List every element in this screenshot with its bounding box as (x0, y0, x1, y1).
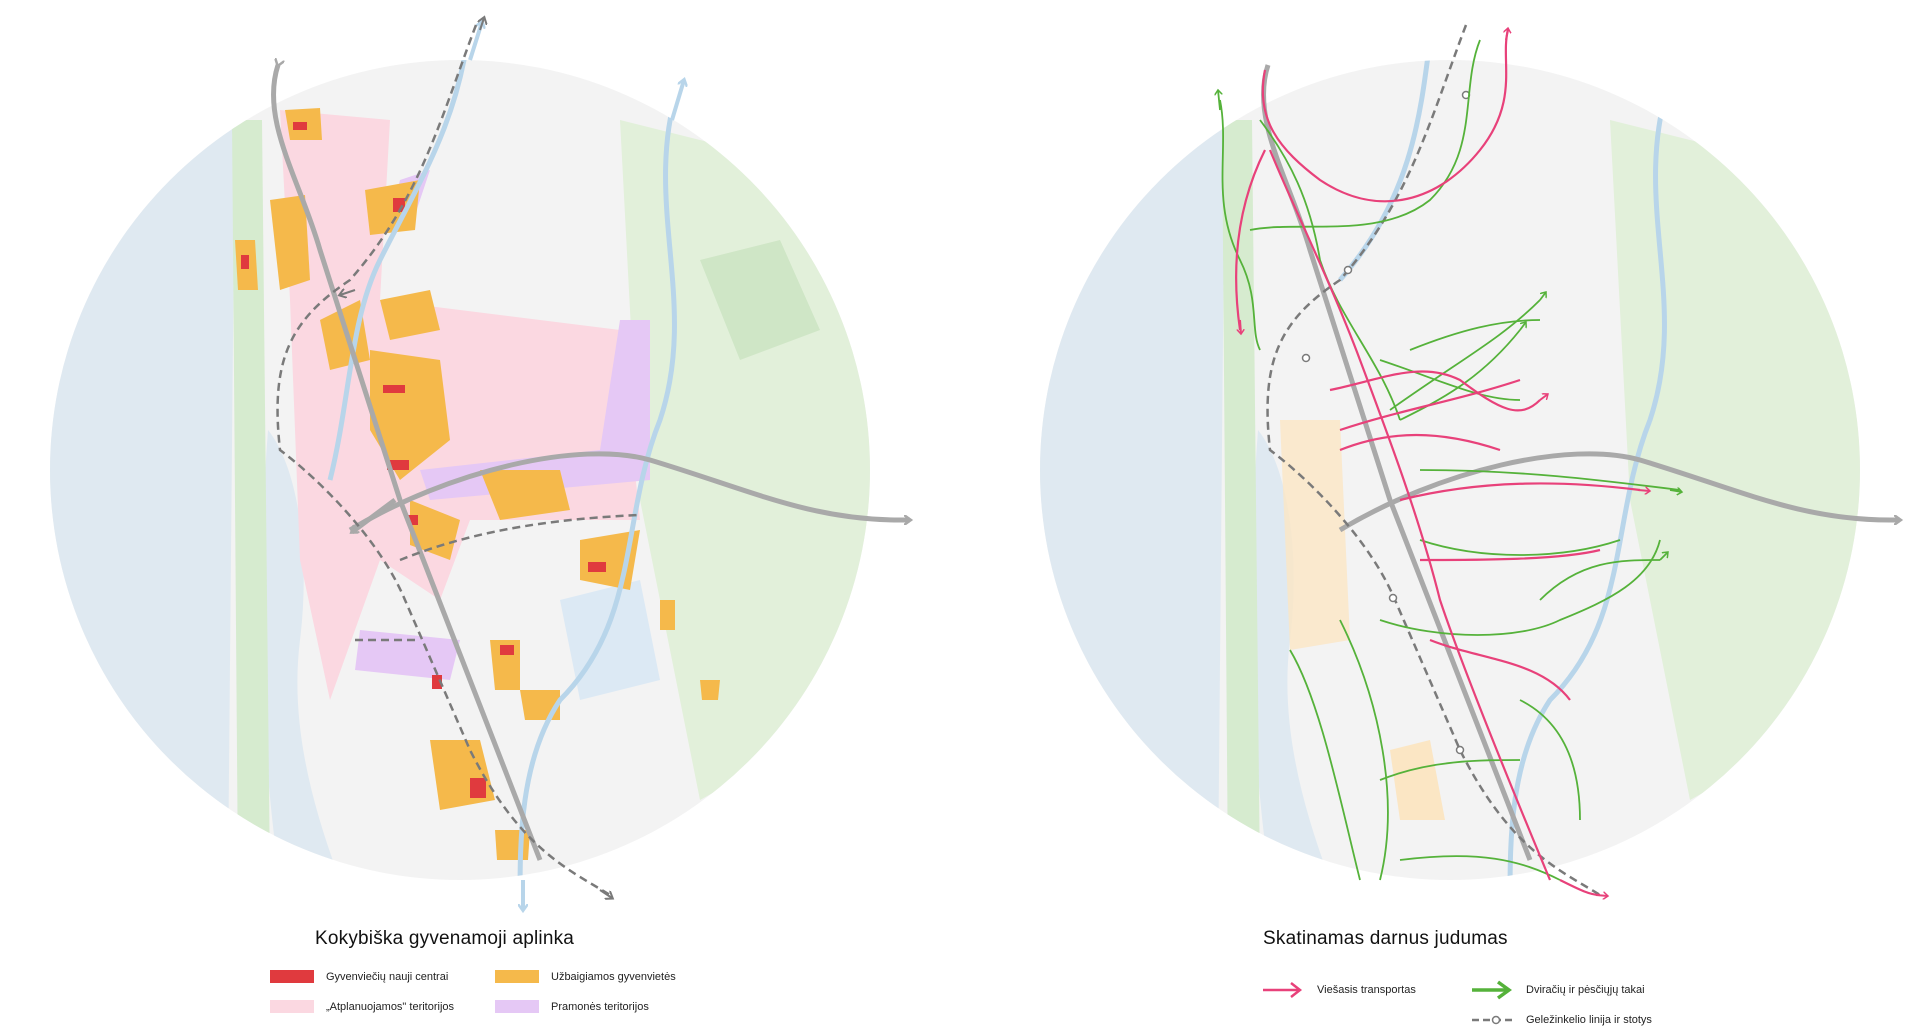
public-transport-arrow-icon (1263, 982, 1303, 998)
lagoon-area (261, 430, 340, 880)
station-4 (1388, 593, 1398, 603)
map-panel-mobility: Skatinamas darnus judumas Viešasis trans… (960, 0, 1920, 1035)
legend-public-transport: Viešasis transportas (1261, 980, 1416, 1000)
legend-cycling-walking: Dviračių ir pėsčiųjų takai (1470, 980, 1645, 1000)
cycling-arrows (1218, 90, 1682, 561)
left-map-title: Kokybiška gyvenamoji aplinka (315, 928, 575, 949)
replanned-area (280, 110, 640, 700)
residential-map (50, 0, 960, 1035)
new-centers-swatch (270, 970, 314, 983)
legend-completing-settlements-label: Užbaigiamos gyvenvietės (551, 970, 676, 983)
railway-line-right (1266, 24, 1601, 897)
station-5 (1455, 745, 1465, 755)
legend-replanned: „Atplanuojamos" teritorijos (270, 1000, 454, 1013)
legend-public-transport-label: Viešasis transportas (1317, 984, 1416, 996)
legend-replanned-label: „Atplanuojamos" teritorijos (326, 1000, 455, 1013)
map-panel-residential: Kokybiška gyvenamoji aplinka Gyvenviečių… (50, 0, 960, 1035)
legend-railway-label: Geležinkelio linija ir stotys (1526, 1014, 1652, 1026)
map-base (50, 60, 870, 880)
mobility-map (1040, 24, 1920, 1035)
new-centers (241, 122, 606, 798)
legend-railway: Geležinkelio linija ir stotys (1470, 1010, 1652, 1030)
right-map-title: Skatinamas darnus judumas (1263, 928, 1508, 949)
highway-east-west-right (1338, 451, 1891, 533)
public-transport-network (1235, 29, 1641, 897)
station-3 (1301, 353, 1311, 363)
cycling-walking-arrow-icon (1472, 980, 1512, 1000)
transport-arrows (1240, 28, 1650, 896)
cycling-walking-network (1219, 39, 1681, 881)
railway-station-icon (1472, 1015, 1512, 1025)
highway-north-south (271, 65, 543, 861)
legend-industrial: Pramonės teritorijos (495, 1000, 649, 1013)
replanned-swatch (270, 1000, 314, 1013)
railway-line (276, 24, 611, 897)
legend-cycling-walking-label: Dviračių ir pėsčiųjų takai (1526, 984, 1645, 996)
sea-area (50, 60, 235, 880)
station-2 (1343, 265, 1353, 275)
map-base-right (1040, 60, 1860, 880)
legend-new-centers: Gyvenviečių nauji centrai (270, 970, 448, 983)
legend-industrial-label: Pramonės teritorijos (551, 1000, 649, 1013)
completing-settlements-swatch (495, 970, 539, 983)
industrial-swatch (495, 1000, 539, 1013)
highway-east-west (348, 451, 901, 533)
legend-completing-settlements: Užbaigiamos gyvenvietės (495, 970, 676, 983)
legend-new-centers-label: Gyvenviečių nauji centrai (326, 970, 449, 983)
